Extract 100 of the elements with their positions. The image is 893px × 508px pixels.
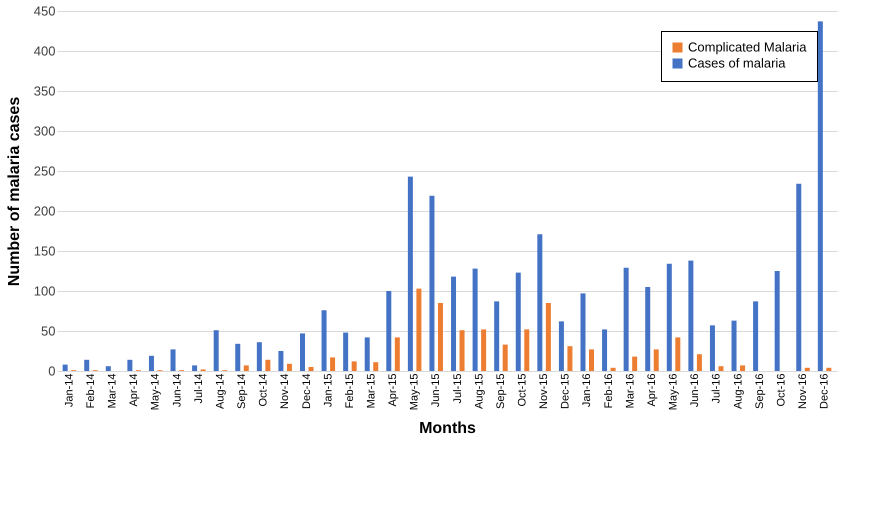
x-tick-label: Aug-15 <box>473 374 486 409</box>
bar <box>632 356 638 371</box>
bar <box>502 344 508 371</box>
bar <box>602 329 608 371</box>
x-tick-label: Mar-16 <box>624 374 636 408</box>
bar <box>394 337 400 371</box>
bar <box>343 332 348 371</box>
x-tick-label: Mar-15 <box>365 374 378 408</box>
bar <box>256 342 262 371</box>
bar <box>645 287 650 371</box>
bar <box>718 366 724 371</box>
bar <box>322 310 327 371</box>
x-tick-label: Oct-15 <box>516 374 529 407</box>
x-tick-label: Jul-16 <box>710 374 723 404</box>
x-tick-label: Jun-15 <box>430 374 442 408</box>
x-tick-label: Mar-14 <box>106 374 119 408</box>
x-tick-label: Aug-14 <box>214 374 226 409</box>
bar <box>796 184 802 371</box>
bar <box>610 368 616 371</box>
bar <box>804 368 810 371</box>
bar <box>818 21 823 371</box>
legend-label: Cases of malaria <box>688 56 786 70</box>
bar <box>826 368 832 371</box>
x-tick-label: May-15 <box>408 374 421 410</box>
bar <box>429 196 434 371</box>
x-tick-label: Oct-14 <box>258 374 270 407</box>
x-tick-label: Jun-14 <box>171 374 184 408</box>
bar <box>753 301 758 371</box>
bar <box>265 360 270 371</box>
x-tick-label: Apr-16 <box>646 374 658 407</box>
x-tick-label: Nov-16 <box>797 374 810 409</box>
bar <box>494 301 500 371</box>
bar <box>352 361 357 371</box>
bar <box>740 365 746 371</box>
bar <box>451 276 456 371</box>
bar <box>472 268 478 371</box>
y-tick-label: 450 <box>34 4 56 18</box>
x-tick-label: Jul-14 <box>192 374 205 404</box>
bar <box>127 360 132 371</box>
bar <box>460 330 465 371</box>
y-tick-label: 0 <box>48 364 56 378</box>
bar <box>235 344 240 371</box>
bar <box>624 268 629 371</box>
bar <box>84 360 90 371</box>
bar <box>364 337 370 371</box>
x-tick-label: Sep-16 <box>754 374 766 409</box>
bar <box>710 325 715 371</box>
x-tick-label: Feb-16 <box>602 374 615 408</box>
bar <box>524 329 530 371</box>
x-tick-label: Nov-15 <box>538 374 550 409</box>
bar <box>408 176 413 371</box>
x-tick-label: Aug-16 <box>732 374 744 409</box>
x-tick-label: Jun-16 <box>689 374 702 408</box>
x-tick-label: May-16 <box>668 374 680 410</box>
legend-label: Complicated Malaria <box>688 40 808 54</box>
bar <box>330 357 336 371</box>
x-axis-title: Months <box>419 420 476 438</box>
bar <box>386 291 392 371</box>
y-tick-label: 200 <box>34 204 56 218</box>
y-tick-label: 50 <box>41 324 56 338</box>
bar <box>516 272 521 371</box>
y-tick-label: 350 <box>34 84 56 98</box>
y-tick-label: 300 <box>34 124 56 138</box>
y-axis-title: Number of malaria cases <box>6 96 23 286</box>
bar <box>481 329 486 371</box>
x-tick-label: Dec-16 <box>818 374 831 409</box>
bar <box>438 303 443 371</box>
x-tick-label: May-14 <box>150 374 162 410</box>
x-tick-label: Nov-14 <box>279 374 292 409</box>
x-tick-label: Apr-14 <box>128 374 140 407</box>
bar <box>558 321 564 371</box>
bar <box>300 333 305 371</box>
x-tick-label: Jul-15 <box>452 374 464 404</box>
bar <box>589 349 594 371</box>
bar <box>688 260 694 371</box>
y-tick-label: 400 <box>34 44 56 58</box>
bar <box>286 364 292 371</box>
bar <box>278 351 284 371</box>
bar <box>416 288 422 371</box>
bar <box>106 366 111 371</box>
bar <box>774 271 780 371</box>
bar <box>696 354 702 371</box>
bar <box>580 293 586 371</box>
x-tick-label: Sep-15 <box>494 374 507 409</box>
x-tick-label: Dec-14 <box>300 374 313 409</box>
bar <box>537 234 542 371</box>
x-tick-label: Dec-15 <box>560 374 572 409</box>
bar <box>308 367 314 371</box>
y-tick-label: 150 <box>34 244 56 258</box>
bar <box>654 349 659 371</box>
x-tick-label: Oct-16 <box>775 374 788 407</box>
bar <box>546 303 551 371</box>
x-tick-label: Feb-14 <box>84 374 97 408</box>
x-tick-label: Feb-15 <box>344 374 356 408</box>
bar <box>244 365 249 371</box>
x-tick-label: Apr-15 <box>387 374 400 407</box>
bar <box>170 349 176 371</box>
bar <box>666 264 672 371</box>
x-tick-label: Sep-14 <box>236 374 248 409</box>
bar <box>373 362 378 371</box>
